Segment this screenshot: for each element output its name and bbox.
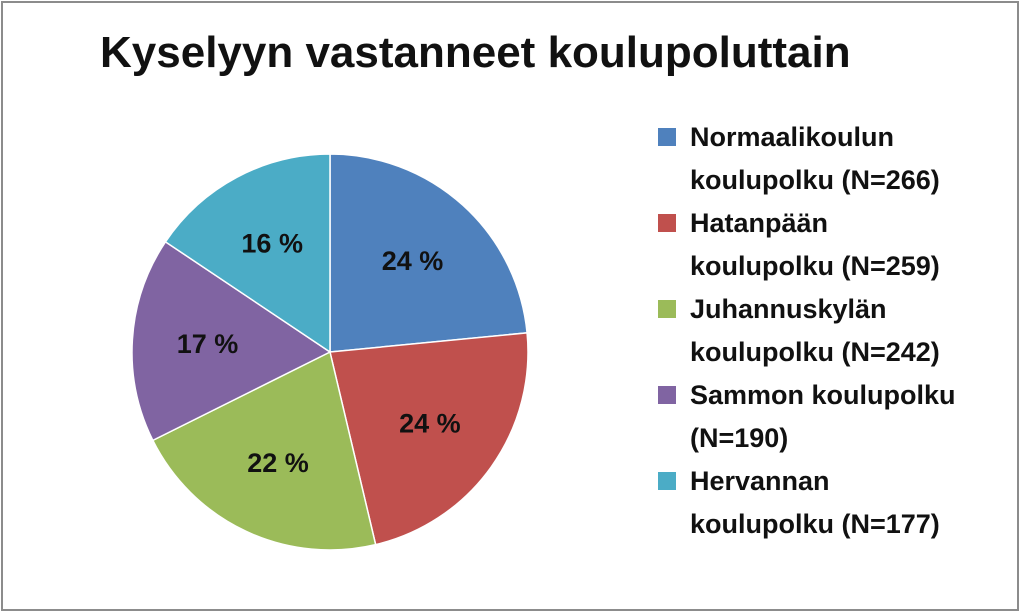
legend-swatch — [658, 300, 676, 318]
legend-item-1: Normaalikoulun koulupolku (N=266) — [658, 116, 998, 202]
legend-item-2: Hatanpään koulupolku (N=259) — [658, 202, 998, 288]
data-label-2: 24 % — [399, 408, 461, 438]
data-label-5: 16 % — [241, 229, 303, 259]
legend-swatch — [658, 128, 676, 146]
pie-slice-1 — [329, 153, 528, 353]
legend-item-4: Sammon koulupolku (N=190) — [658, 374, 998, 460]
legend-label: Hervannan koulupolku (N=177) — [690, 466, 940, 539]
pie-slice-3 — [151, 350, 377, 551]
legend-item-3: Juhannuskylän koulupolku (N=242) — [658, 288, 998, 374]
pie-slice-2 — [329, 332, 529, 546]
legend-item-5: Hervannan koulupolku (N=177) — [658, 460, 998, 546]
legend-label: Sammon koulupolku (N=190) — [690, 380, 956, 453]
legend: Normaalikoulun koulupolku (N=266) Hatanpä… — [658, 116, 998, 546]
legend-label: Juhannuskylän koulupolku (N=242) — [690, 294, 940, 367]
pie-slice-4 — [131, 240, 332, 442]
legend-label: Hatanpään koulupolku (N=259) — [690, 208, 940, 281]
legend-swatch — [658, 214, 676, 232]
legend-swatch — [658, 386, 676, 404]
legend-swatch — [658, 472, 676, 490]
pie-slice-5 — [164, 153, 331, 354]
data-label-3: 22 % — [247, 448, 309, 478]
data-label-4: 17 % — [177, 329, 239, 359]
data-label-1: 24 % — [382, 246, 444, 276]
chart-title: Kyselyyn vastanneet koulupoluttain — [100, 28, 851, 77]
legend-label: Normaalikoulun koulupolku (N=266) — [690, 122, 940, 195]
